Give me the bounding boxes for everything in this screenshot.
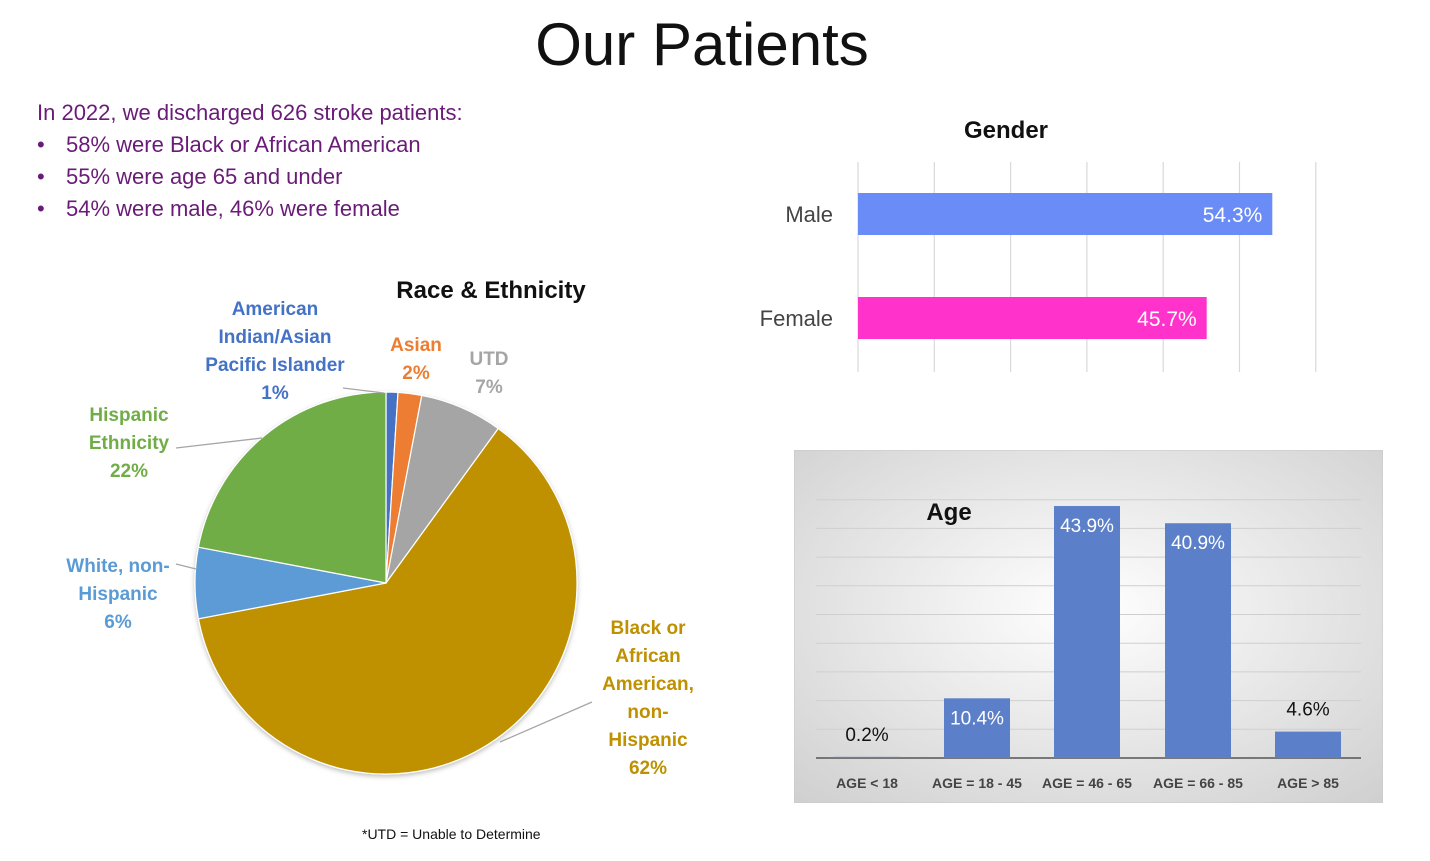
age-bars: 0.2% AGE < 18 10.4% AGE = 18 - 45 43.9% AGE =…	[834, 506, 1341, 791]
gender-bar-female	[858, 297, 1207, 339]
gender-category-label: Female	[760, 306, 833, 331]
pie-category-label: American	[232, 299, 319, 320]
pie-category-label: Hispanic	[78, 584, 158, 605]
intro-bullet: 55% were age 65 and under	[37, 161, 463, 193]
gender-bars: Male 54.3% Female 45.7%	[760, 193, 1273, 339]
pie-leader-line	[175, 563, 197, 570]
age-value-label: 40.9%	[1171, 533, 1225, 554]
page-title: Our Patients	[535, 11, 869, 78]
age-category-label: AGE = 46 - 65	[1042, 775, 1132, 791]
pie-labels: American Indian/Asian Pacific Islander 1% As…	[66, 299, 694, 779]
gender-value-label: 54.3%	[1203, 204, 1263, 227]
pie-category-label: Black or	[611, 618, 687, 639]
pie-category-label: UTD	[469, 349, 508, 370]
age-category-label: AGE < 18	[836, 775, 898, 791]
pie-value-label: 62%	[629, 758, 667, 779]
intro-bullet-list: 58% were Black or African American 55% w…	[37, 129, 463, 225]
pie-value-label: 2%	[402, 363, 430, 384]
pie-slices	[194, 391, 578, 775]
intro-bullet: 58% were Black or African American	[37, 129, 463, 161]
pie-slice-black	[197, 427, 578, 775]
pie-leader-line	[175, 437, 263, 449]
pie-category-label: White, non-	[66, 556, 169, 577]
age-category-label: AGE > 85	[1277, 775, 1339, 791]
pie-category-label: Pacific Islander	[205, 355, 345, 376]
pie-category-label: Hispanic	[89, 405, 169, 426]
age-category-label: AGE = 18 - 45	[932, 775, 1022, 791]
intro-lead: In 2022, we discharged 626 stroke patien…	[37, 100, 463, 125]
age-bar	[944, 698, 1010, 758]
gender-bar-male	[858, 193, 1273, 235]
gender-chart-title: Gender	[964, 117, 1048, 144]
age-chart: Age 0.2% AGE < 18 10.4% AGE = 18 - 45 43.9% A…	[794, 450, 1383, 803]
intro-bullet: 54% were male, 46% were female	[37, 193, 463, 225]
pie-leader-line	[499, 701, 593, 743]
pie-slice-hispanic	[197, 391, 387, 584]
footnote: *UTD = Unable to Determine	[362, 826, 541, 842]
age-bar	[1165, 523, 1231, 758]
pie-value-label: 7%	[475, 377, 503, 398]
pie-value-label: 6%	[104, 612, 132, 633]
gender-chart: Gender Male 54.3% Female 45.7%	[760, 117, 1317, 372]
intro-text: In 2022, we discharged 626 stroke patien…	[37, 97, 463, 225]
pie-value-label: 1%	[261, 383, 289, 404]
age-value-label: 43.9%	[1060, 516, 1114, 537]
pie-leader-lines	[175, 387, 593, 743]
gender-value-label: 45.7%	[1137, 308, 1197, 331]
age-bar	[1054, 506, 1120, 758]
race-ethnicity-chart: Race & Ethnicity American Indian/Asian Pac…	[66, 277, 694, 779]
gender-category-label: Male	[785, 202, 833, 227]
age-category-label: AGE = 66 - 85	[1153, 775, 1243, 791]
race-chart-title: Race & Ethnicity	[396, 277, 586, 304]
pie-category-label: Asian	[390, 335, 442, 356]
age-bar	[1275, 731, 1341, 758]
age-value-label: 10.4%	[950, 708, 1004, 729]
pie-category-label: Hispanic	[608, 730, 688, 751]
age-chart-title: Age	[926, 499, 971, 526]
pie-category-label: non-	[627, 702, 668, 723]
pie-category-label: American,	[602, 674, 694, 695]
pie-category-label: African	[615, 646, 680, 667]
pie-value-label: 22%	[110, 461, 148, 482]
pie-leader-line	[342, 387, 385, 394]
age-value-label: 4.6%	[1286, 700, 1329, 721]
age-bar	[834, 756, 900, 758]
pie-category-label: Indian/Asian	[219, 327, 332, 348]
pie-category-label: Ethnicity	[89, 433, 170, 454]
age-value-label: 0.2%	[845, 725, 888, 746]
